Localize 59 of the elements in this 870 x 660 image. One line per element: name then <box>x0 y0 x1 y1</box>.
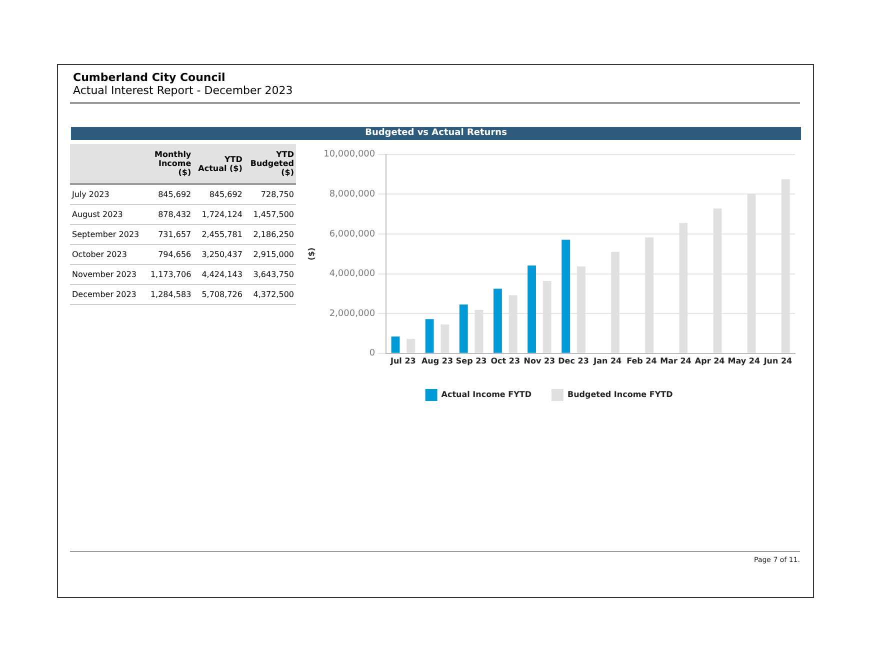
legend-label: Budgeted Income FYTD <box>567 390 674 400</box>
data-label: 1,284,583 <box>149 289 192 301</box>
text: Actual Interest Report - December 2023 <box>73 84 293 97</box>
bar <box>440 324 450 353</box>
x-tick-label: May 24 <box>728 356 760 366</box>
x-tick-label: Apr 24 <box>694 356 726 366</box>
data-label: 2,455,781 <box>200 229 244 241</box>
y-tick-label: 2,000,000 <box>329 308 376 319</box>
bar <box>528 265 536 353</box>
data-label: 731,657 <box>157 229 192 241</box>
category-label: July 2023 <box>70 189 110 201</box>
y-tick-label: 0 <box>369 348 376 359</box>
data-label: 4,424,143 <box>200 269 244 281</box>
data-label: 845,692 <box>157 189 192 201</box>
data-label: 2,186,250 <box>252 229 295 241</box>
x-tick-label: Sep 23 <box>456 356 487 366</box>
chart-title: Budgeted vs Actual Returns <box>71 127 801 140</box>
bar <box>425 319 434 353</box>
bar <box>494 288 502 353</box>
text: YTD Budgeted ($) <box>244 144 296 184</box>
x-tick-label: Oct 23 <box>490 356 520 366</box>
data-label: 794,656 <box>157 249 192 261</box>
data-label: 878,432 <box>157 209 192 221</box>
text: Cumberland City Council <box>73 71 226 84</box>
x-tick-label: Jul 23 <box>389 356 416 366</box>
data-label: 3,250,437 <box>200 249 244 261</box>
data-label: 845,692 <box>208 189 244 201</box>
x-tick-label: Mar 24 <box>660 356 692 366</box>
data-label: 1,724,124 <box>200 209 244 221</box>
data-label: 4,372,500 <box>252 289 295 301</box>
category-label: December 2023 <box>71 289 138 301</box>
category-label: September 2023 <box>71 229 140 241</box>
data-label: 5,708,726 <box>200 289 244 301</box>
data-label: 1,173,706 <box>149 269 192 281</box>
category-label: October 2023 <box>71 249 128 261</box>
bar <box>459 304 468 353</box>
data-label: 3,643,750 <box>252 269 295 281</box>
data-label: 2,915,000 <box>252 249 295 261</box>
data-label: 728,750 <box>260 189 295 201</box>
y-tick-label: 8,000,000 <box>329 190 376 200</box>
text: YTD Actual ($) <box>193 144 244 184</box>
x-tick-label: Jun 24 <box>762 356 793 366</box>
y-tick-label: 6,000,000 <box>329 229 376 240</box>
y-tick-label: 4,000,000 <box>329 269 376 280</box>
category-label: November 2023 <box>71 269 138 281</box>
x-tick-label: Jan 24 <box>592 356 622 366</box>
y-axis-title: ($) <box>306 247 316 260</box>
bar <box>562 240 570 353</box>
x-tick-label: Aug 23 <box>421 356 454 366</box>
x-tick-label: Feb 24 <box>626 356 658 366</box>
data-label: 1,457,500 <box>252 209 295 221</box>
legend-label: Actual Income FYTD <box>441 390 532 400</box>
text: Monthly Income ($) <box>142 144 194 184</box>
bar <box>406 338 416 353</box>
category-label: August 2023 <box>71 209 124 221</box>
x-tick-label: Dec 23 <box>558 356 589 366</box>
bar <box>391 336 400 353</box>
x-tick-label: Nov 23 <box>524 356 556 366</box>
y-tick-label: 10,000,000 <box>324 150 376 160</box>
